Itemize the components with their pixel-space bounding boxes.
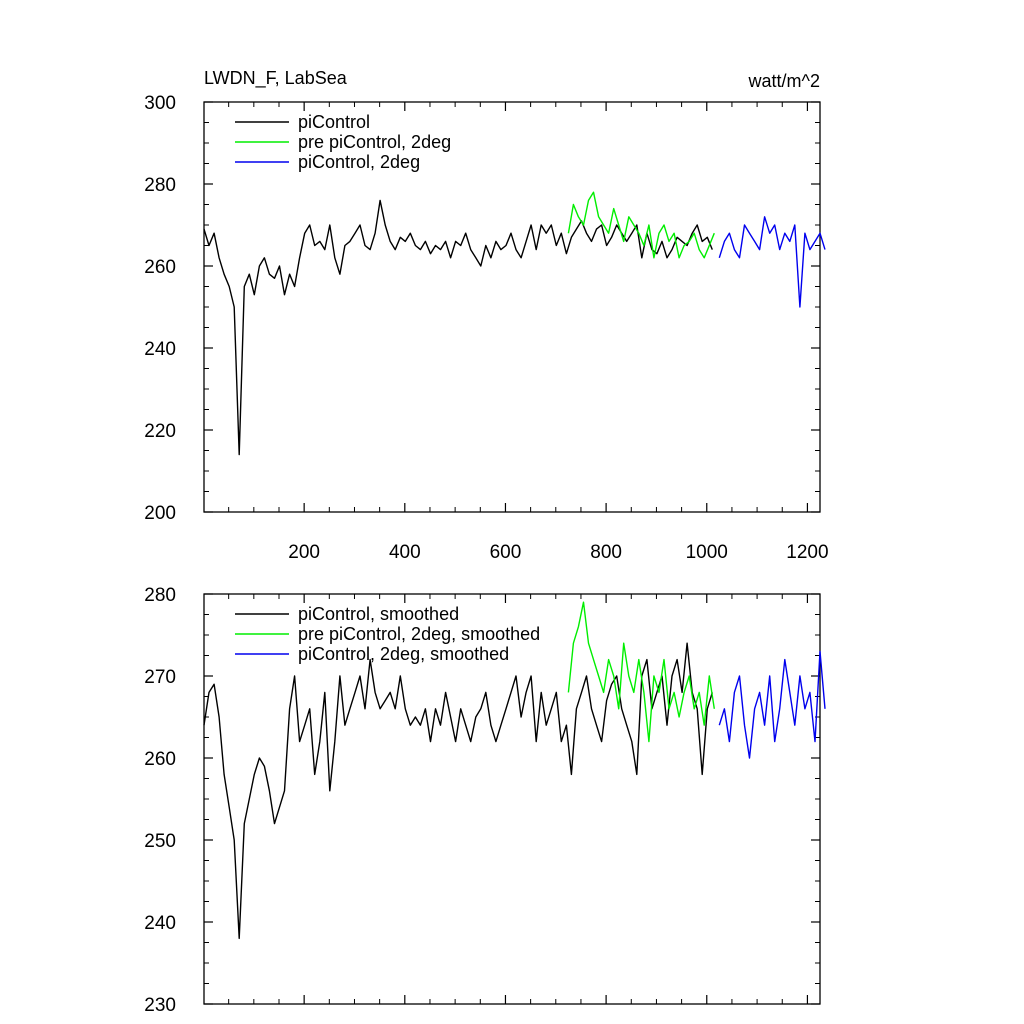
y-tick-label: 200	[144, 503, 176, 524]
y-tick-label: 280	[144, 585, 176, 606]
legend-label: pre piControl, 2deg	[298, 132, 451, 152]
x-tick-label: 1200	[786, 542, 828, 563]
legend-label: piControl	[298, 112, 370, 132]
x-tick-label: 1000	[686, 542, 728, 563]
y-tick-label: 240	[144, 339, 176, 360]
legend-label: pre piControl, 2deg, smoothed	[298, 624, 540, 644]
bottom-panel: 230 240 250 260 270 280 piControl, smoothedpr…	[144, 585, 826, 1016]
x-tick-label: 200	[288, 542, 320, 563]
bottom-panel-series	[203, 601, 826, 940]
legend-label: piControl, 2deg, smoothed	[298, 644, 509, 664]
top-panel-ticks: 200 400 600 800 1000 1200 200 220 240 260 280 300	[144, 93, 828, 563]
y-tick-label: 280	[144, 175, 176, 196]
y-tick-label: 260	[144, 257, 176, 278]
y-tick-label: 220	[144, 421, 176, 442]
top-panel-units: watt/m^2	[748, 71, 820, 91]
y-tick-label: 260	[144, 749, 176, 770]
bottom-panel-frame	[203, 593, 821, 1005]
x-tick-label: 800	[590, 542, 622, 563]
top-panel-series	[203, 191, 826, 456]
y-tick-label: 250	[144, 831, 176, 852]
series-line-1	[567, 601, 715, 743]
legend-label: piControl, 2deg	[298, 152, 420, 172]
x-tick-label: 400	[389, 542, 421, 563]
y-tick-label: 230	[144, 995, 176, 1016]
series-line-2	[718, 650, 826, 759]
legend-label: piControl, smoothed	[298, 604, 459, 624]
y-tick-label: 240	[144, 913, 176, 934]
top-panel-title-left: LWDN_F, LabSea	[204, 68, 348, 89]
x-tick-label: 600	[490, 542, 522, 563]
top-panel: LWDN_F, LabSea watt/m^2 200 400 600 800 1000…	[144, 68, 828, 563]
y-tick-label: 300	[144, 93, 176, 114]
series-line-1	[567, 191, 715, 259]
series-line-2	[718, 216, 826, 308]
bottom-panel-ticks: 230 240 250 260 270 280	[144, 585, 820, 1016]
y-tick-label: 270	[144, 667, 176, 688]
top-panel-frame	[203, 101, 821, 513]
series-line-0	[203, 199, 713, 456]
series-line-0	[203, 642, 713, 940]
